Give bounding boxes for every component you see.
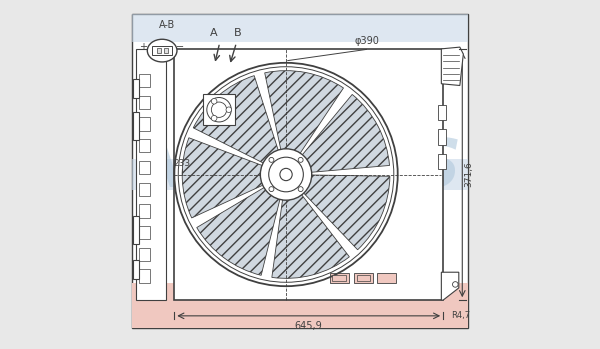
Bar <box>139 139 150 153</box>
Bar <box>139 204 150 217</box>
Bar <box>356 275 370 281</box>
Circle shape <box>280 168 292 181</box>
Bar <box>133 159 467 190</box>
Wedge shape <box>272 193 349 279</box>
Bar <box>139 161 150 174</box>
Bar <box>438 129 446 145</box>
Circle shape <box>298 157 303 162</box>
Bar <box>354 273 373 283</box>
Bar <box>175 49 443 300</box>
Bar <box>139 248 150 261</box>
Bar <box>329 273 349 283</box>
Bar <box>332 275 346 281</box>
Circle shape <box>226 107 232 112</box>
Bar <box>139 226 150 239</box>
Circle shape <box>207 97 231 122</box>
Text: 645,9: 645,9 <box>295 321 323 331</box>
Text: A: A <box>209 28 217 38</box>
Wedge shape <box>182 138 265 218</box>
Circle shape <box>211 102 227 117</box>
Circle shape <box>269 157 304 192</box>
Circle shape <box>269 157 274 162</box>
Bar <box>203 94 235 125</box>
Wedge shape <box>301 95 389 172</box>
Bar <box>133 260 139 279</box>
Bar <box>164 48 168 53</box>
Circle shape <box>211 98 217 104</box>
Wedge shape <box>193 76 279 164</box>
Wedge shape <box>197 186 280 275</box>
Polygon shape <box>442 272 459 300</box>
Circle shape <box>211 116 217 121</box>
Bar <box>133 79 139 98</box>
Text: NISSENS: NISSENS <box>139 134 461 201</box>
Bar <box>133 216 139 244</box>
Polygon shape <box>442 47 463 86</box>
Text: 371,6: 371,6 <box>465 162 474 187</box>
Bar <box>133 283 467 328</box>
Bar <box>438 105 446 120</box>
Circle shape <box>452 282 458 287</box>
Bar <box>139 117 150 131</box>
Bar <box>438 154 446 169</box>
Bar <box>377 273 396 283</box>
Circle shape <box>269 187 274 192</box>
Circle shape <box>298 187 303 192</box>
Bar <box>139 74 150 87</box>
Ellipse shape <box>148 39 177 62</box>
Text: 233: 233 <box>174 158 191 168</box>
Bar <box>139 269 150 283</box>
Wedge shape <box>302 175 390 250</box>
Bar <box>136 49 166 300</box>
Bar <box>157 48 161 53</box>
Text: φ390: φ390 <box>354 36 379 46</box>
Circle shape <box>260 149 312 200</box>
Bar <box>139 183 150 196</box>
Text: B: B <box>234 28 242 38</box>
Text: A-B: A-B <box>159 20 176 30</box>
Text: −: − <box>176 42 184 52</box>
Wedge shape <box>265 70 343 155</box>
Bar <box>139 96 150 109</box>
Bar <box>133 14 467 42</box>
Bar <box>152 46 172 55</box>
Bar <box>133 112 139 140</box>
Text: +: + <box>139 42 147 52</box>
Text: R4,7: R4,7 <box>451 311 470 320</box>
